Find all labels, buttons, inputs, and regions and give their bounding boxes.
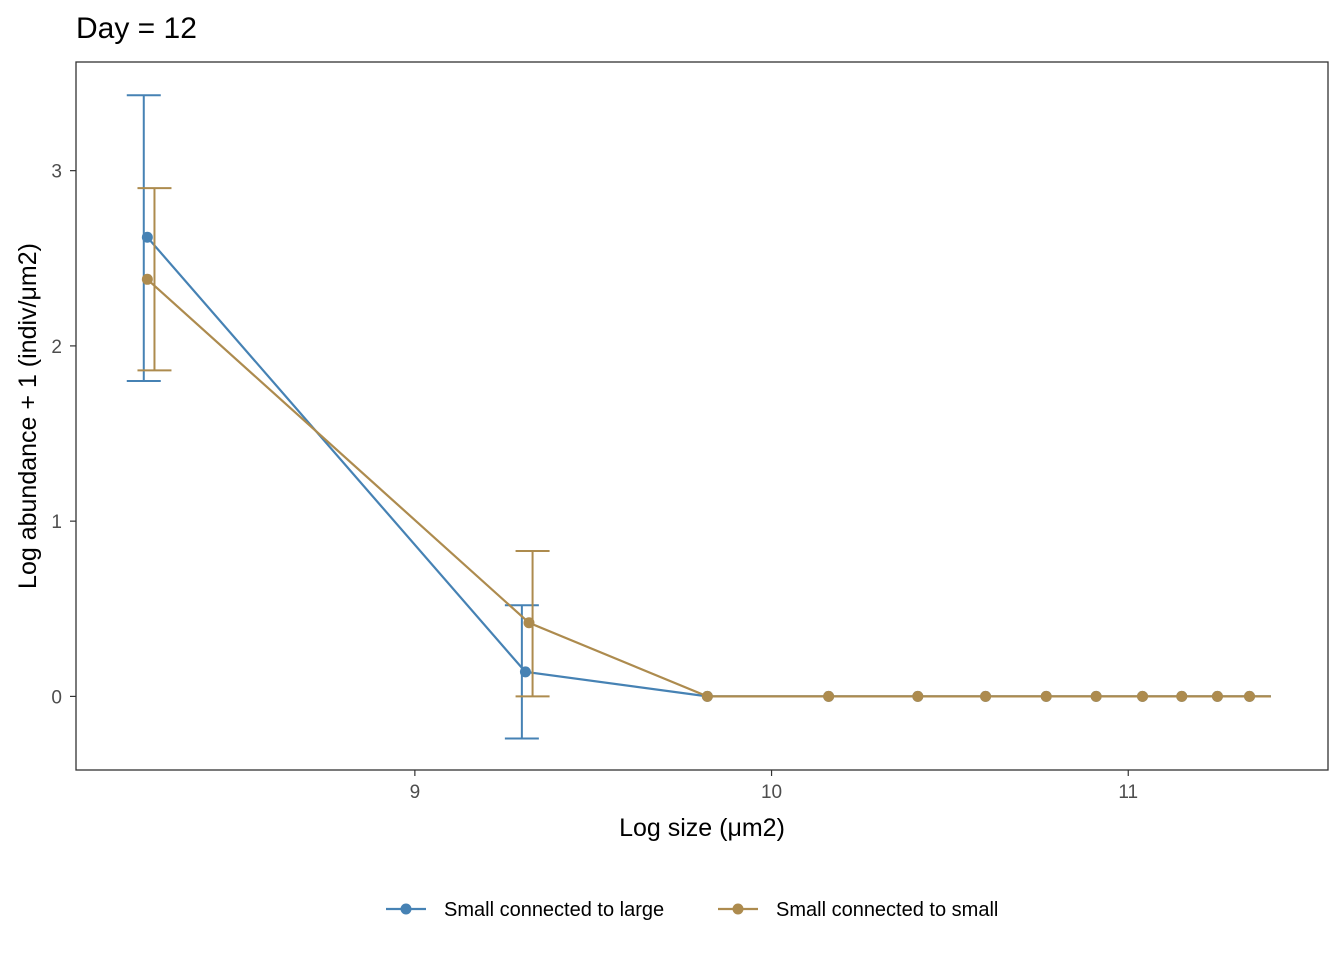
data-point: [141, 231, 153, 243]
data-point: [1137, 690, 1149, 702]
data-point: [141, 273, 153, 285]
data-point: [1040, 690, 1052, 702]
data-point: [823, 690, 835, 702]
data-point: [1176, 690, 1188, 702]
y-axis-title: Log abundance + 1 (indiv/μm2): [14, 243, 42, 589]
x-tick-label: 11: [1118, 782, 1138, 803]
legend: Small connected to large Small connected …: [386, 899, 998, 921]
data-point: [912, 690, 924, 702]
x-tick-label: 9: [410, 782, 421, 803]
y-tick-label: 3: [51, 162, 62, 183]
legend-key-point: [732, 903, 744, 915]
data-point: [701, 690, 713, 702]
data-point: [1090, 690, 1102, 702]
series-2: [137, 187, 1271, 702]
y-tick-label: 2: [51, 337, 62, 358]
y-tick-label: 0: [51, 687, 62, 708]
chart-title: Day = 12: [76, 12, 197, 45]
legend-label: Small connected to large: [444, 899, 664, 921]
data-point: [1244, 690, 1256, 702]
y-tick-label: 1: [51, 512, 62, 533]
x-tick-label: 10: [761, 782, 782, 803]
plot-panel-border: [75, 61, 1329, 771]
series-line: [146, 278, 1271, 698]
data-point: [519, 666, 531, 678]
legend-key-point: [400, 903, 412, 915]
data-point: [980, 690, 992, 702]
legend-label: Small connected to small: [776, 899, 998, 921]
series-line: [146, 236, 1271, 698]
y-axis: 0 1 2 3: [51, 162, 76, 708]
data-point: [523, 617, 535, 629]
x-axis-title: Log size (μm2): [619, 814, 785, 842]
x-axis: 9 10 11: [410, 770, 1138, 803]
data-point: [1211, 690, 1223, 702]
series-1: [126, 94, 1271, 740]
series-layer: [126, 94, 1271, 740]
